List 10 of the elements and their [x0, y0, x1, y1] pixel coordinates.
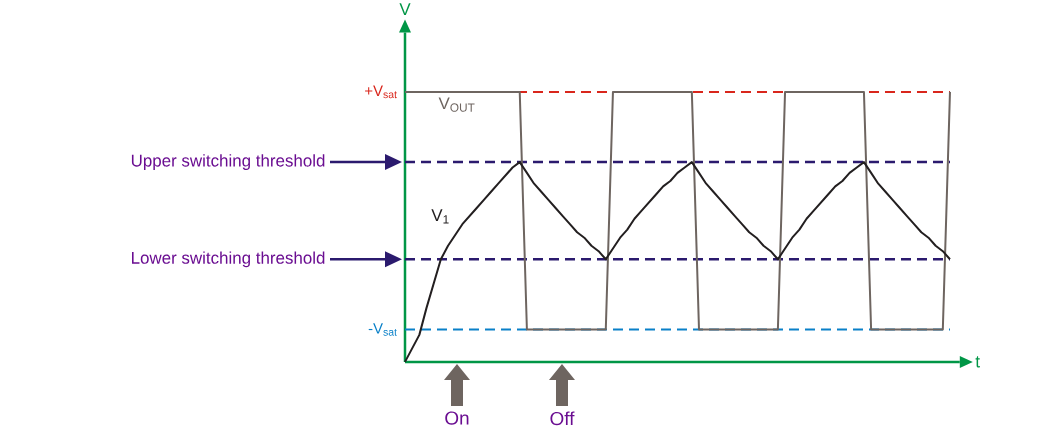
text: On	[445, 411, 469, 425]
ref-line-label: -V$_{sat}$	[368, 323, 397, 336]
y-axis-title: V	[399, 3, 411, 16]
x-axis-title: t	[975, 356, 980, 368]
ref-line-label: Lower switching threshold	[132, 251, 325, 268]
series-label: V$_{OUT}$	[438, 97, 475, 112]
series-label: V$_{1}$	[431, 209, 449, 224]
ref-line-label: Upper switching threshold	[131, 154, 325, 171]
ref-line-label: +V$_{sat}$	[365, 85, 397, 99]
text: Off	[550, 411, 575, 426]
